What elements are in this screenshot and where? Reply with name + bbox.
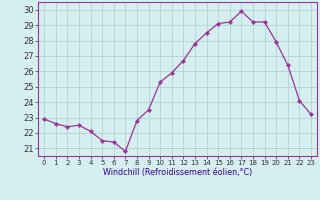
X-axis label: Windchill (Refroidissement éolien,°C): Windchill (Refroidissement éolien,°C) [103,168,252,177]
